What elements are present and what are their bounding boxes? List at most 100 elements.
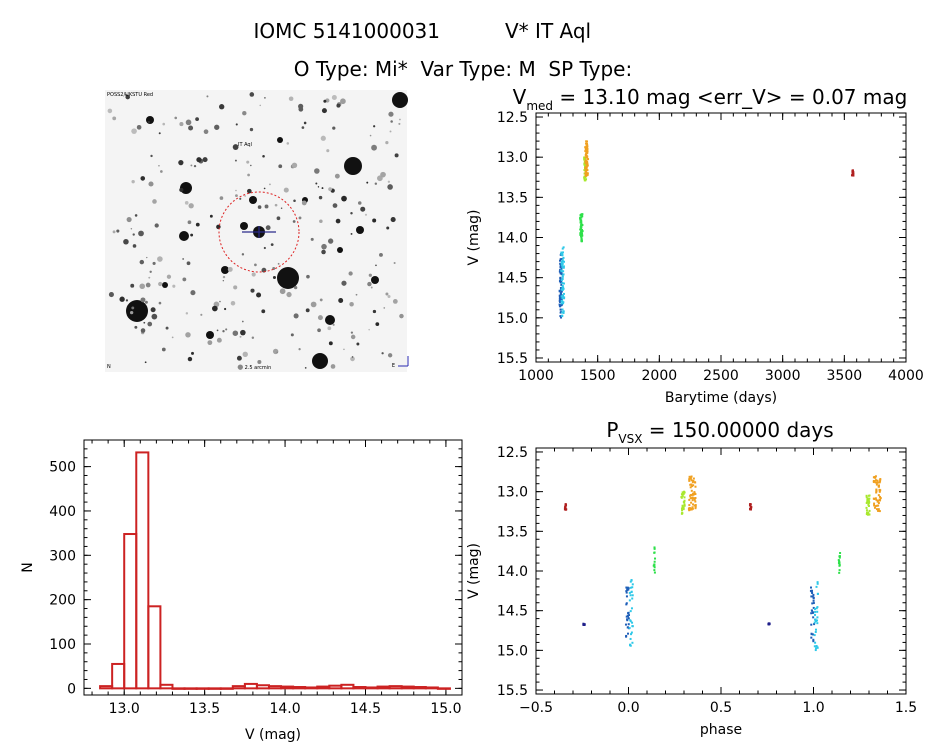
finder-star — [387, 184, 393, 190]
finder-star — [305, 308, 310, 313]
finder-star — [190, 233, 194, 237]
phased-point — [813, 607, 816, 610]
phased-point — [811, 602, 814, 605]
finder-star — [219, 104, 225, 110]
finder-star — [154, 223, 159, 228]
phased-point — [691, 506, 694, 509]
phased-title: PVSX = 150.00000 days — [606, 418, 833, 446]
phased-point — [874, 479, 877, 482]
finder-star — [157, 256, 163, 262]
phased-point — [628, 591, 631, 594]
phased-point — [631, 594, 634, 597]
lightcurve-point — [585, 161, 588, 164]
lightcurve-point — [583, 179, 586, 182]
phased-point — [838, 556, 841, 559]
phased-ytick-label: 14.0 — [497, 564, 528, 580]
phased-point — [812, 633, 815, 636]
finder-star — [355, 293, 358, 296]
finder-east-label: E — [392, 363, 395, 369]
finder-star — [293, 199, 296, 203]
finder-star — [232, 330, 239, 336]
phased-point — [878, 510, 881, 513]
finder-star — [158, 281, 163, 287]
finder-star — [319, 298, 323, 302]
phased-point — [631, 583, 634, 586]
histogram-bar — [436, 687, 451, 690]
phased-point — [816, 582, 819, 585]
phased-point — [813, 634, 816, 637]
histogram-bar — [195, 687, 210, 690]
phased-point — [693, 498, 696, 501]
finder-star — [372, 309, 377, 314]
finder-star — [227, 266, 233, 272]
phased-point — [625, 635, 628, 638]
lightcurve-point — [559, 300, 562, 303]
lightcurve-point — [561, 288, 564, 291]
finder-star — [332, 203, 338, 208]
phased-point — [565, 508, 568, 511]
phased-point — [873, 502, 876, 505]
phased-point — [692, 497, 695, 500]
phased-point — [582, 623, 585, 626]
phased-point — [681, 507, 684, 510]
lightcurve-point — [579, 217, 582, 220]
lightcurve-xtick-label: 1000 — [518, 368, 554, 384]
finder-star — [328, 187, 333, 192]
finder-star — [373, 125, 376, 128]
histogram-bar — [340, 683, 355, 690]
title-type-line: O Type: Mi* Var Type: M SP Type: — [294, 57, 632, 81]
finder-star — [257, 360, 262, 365]
phased-point — [682, 492, 685, 495]
finder-star — [298, 348, 301, 351]
finder-star — [367, 281, 372, 287]
phased-point — [874, 497, 877, 500]
histogram-ytick-label: 200 — [49, 593, 76, 609]
finder-star — [236, 355, 242, 361]
finder-star — [306, 274, 310, 279]
lightcurve-title: Vmed = 13.10 mag <err_V> = 0.07 mag — [513, 85, 908, 113]
finder-star — [293, 285, 298, 290]
lightcurve-point — [561, 251, 564, 254]
finder-star — [158, 301, 162, 305]
finder-star — [368, 328, 370, 331]
finder-star — [134, 214, 138, 217]
phased-point — [838, 561, 841, 564]
phased-point — [626, 589, 629, 592]
finder-star — [219, 196, 224, 200]
finder-star — [241, 320, 244, 323]
phased-ylabel: V (mag) — [466, 543, 482, 599]
phased-point — [683, 504, 686, 507]
finder-star — [394, 153, 399, 158]
finder-star — [185, 119, 192, 126]
lightcurve-point — [584, 175, 587, 178]
finder-star — [206, 331, 214, 339]
phased-point — [816, 592, 819, 595]
finder-star — [269, 183, 271, 186]
finder-star — [174, 116, 178, 120]
lightcurve-point — [586, 172, 589, 175]
phased-point — [689, 477, 692, 480]
lightcurve-point — [562, 270, 565, 273]
phased-point — [564, 506, 567, 509]
phased-ytick-label: 15.0 — [497, 643, 528, 659]
phased-point — [688, 479, 691, 482]
lightcurve-point — [561, 275, 564, 278]
phased-point — [809, 589, 812, 592]
finder-survey-label: POSS2/UKSTU Red — [107, 92, 153, 98]
phased-point — [688, 498, 691, 501]
phased-point — [694, 497, 697, 500]
phased-point — [630, 579, 633, 582]
lightcurve-point — [562, 256, 565, 259]
lightcurve-point — [562, 310, 565, 313]
phased-point — [693, 492, 696, 495]
lightcurve-point — [851, 172, 854, 175]
finder-star — [379, 252, 383, 257]
finder-star — [166, 274, 172, 279]
lightcurve-point — [559, 308, 562, 311]
finder-star — [341, 195, 347, 202]
phased-point — [875, 481, 878, 484]
finder-star — [298, 106, 304, 112]
finder-star — [221, 266, 229, 274]
phased-point — [564, 503, 567, 506]
